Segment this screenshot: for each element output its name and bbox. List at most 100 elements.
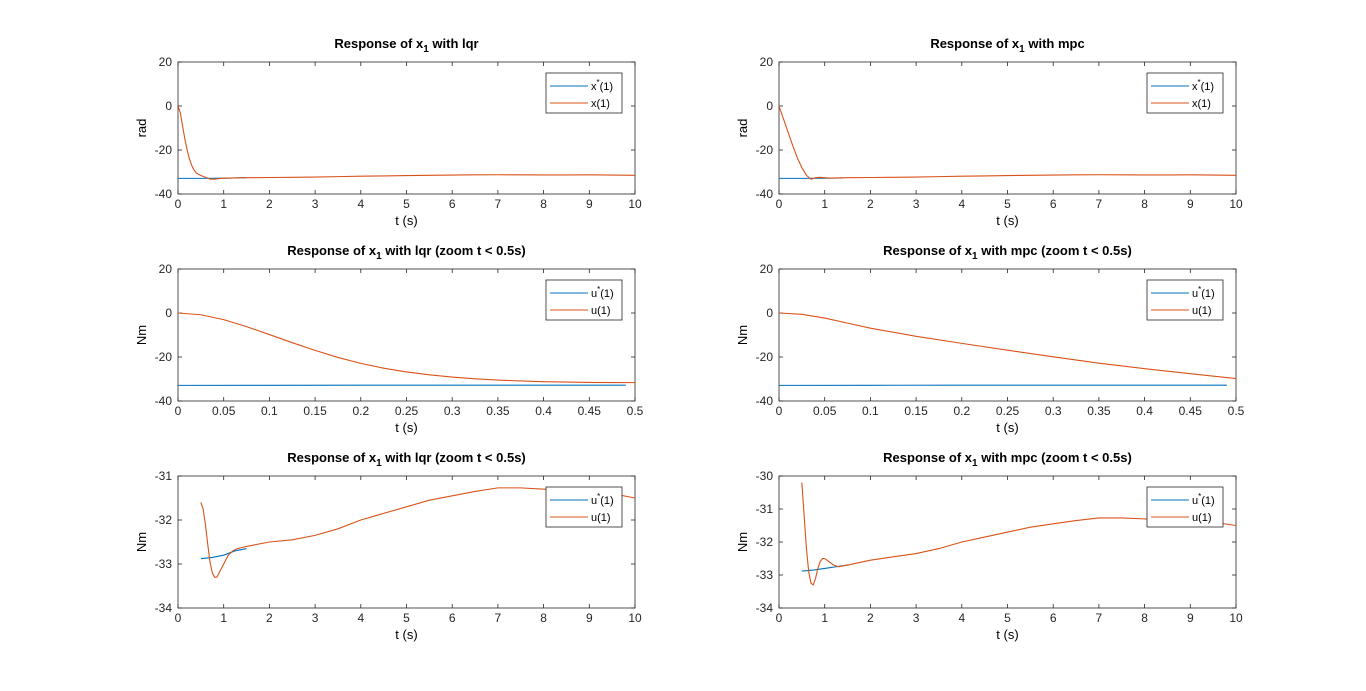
x-tick-label: 8: [540, 611, 547, 625]
legend: x*(1) x(1): [545, 72, 623, 114]
chart-panel-5: 0 1 2 3 4 5 6 7 8 9 10 -31 -32 -33 -34 Response of x1 w…: [134, 450, 642, 642]
x-tick-label: 0.25: [395, 404, 419, 418]
x-tick-label: 4: [357, 197, 364, 211]
x-tick-label: 5: [403, 611, 410, 625]
y-tick-label: -30: [756, 469, 774, 483]
chart-title: Response of x1 with mpc: [930, 36, 1084, 55]
legend-entry: x*(1): [1192, 78, 1214, 93]
legend-entry: u*(1): [591, 492, 614, 507]
x-tick-label: 2: [867, 611, 874, 625]
chart-title: Response of x1 with lqr (zoom t < 0.5s): [287, 243, 526, 262]
x-axis-label: t (s): [395, 213, 417, 228]
x-axis-label: t (s): [996, 420, 1018, 435]
x-tick-label: 0.05: [212, 404, 236, 418]
series-line-actual: [779, 105, 1236, 180]
x-tick-label: 0.5: [1228, 404, 1245, 418]
x-tick-label: 4: [357, 611, 364, 625]
x-tick-label: 0.5: [627, 404, 644, 418]
chart-panel-1: 0 1 2 3 4 5 6 7 8 9 10 20 0 -20 -40 Response of x1 with…: [134, 36, 642, 228]
chart-panel-3: 0 0.05 0.1 0.15 0.2 0.25 0.3 0.35 0.4 0.45 0.5200-…: [134, 243, 644, 435]
x-tick-label: 5: [1004, 197, 1011, 211]
chart-title: Response of x1 with lqr (zoom t < 0.5s): [287, 450, 526, 469]
chart-panel-6: 0 1 2 3 4 5 6 7 8 9 10 -30 -31 -32 -33 -34 Response of x…: [735, 450, 1243, 642]
series-line-actual: [178, 312, 635, 384]
y-tick-label: -34: [155, 601, 173, 615]
legend-entry: x(1): [591, 98, 610, 110]
legend-box: [545, 72, 623, 114]
y-tick-label: 20: [159, 262, 173, 276]
x-tick-label: 0.05: [813, 404, 837, 418]
y-tick-label: -20: [756, 143, 774, 157]
y-axis-label: rad: [735, 119, 750, 138]
x-tick-label: 6: [449, 197, 456, 211]
x-tick-label: 0.4: [1136, 404, 1153, 418]
x-tick-label: 10: [1229, 611, 1243, 625]
series-line-actual: [178, 105, 635, 180]
x-tick-label: 1: [821, 611, 828, 625]
legend: u*(1) u(1): [545, 279, 623, 321]
x-tick-label: 0.45: [578, 404, 602, 418]
x-tick-label: 0.35: [1087, 404, 1111, 418]
x-tick-label: 0: [776, 197, 783, 211]
x-tick-label: 7: [1096, 611, 1103, 625]
y-tick-label: -31: [155, 469, 173, 483]
y-axis-label: rad: [134, 119, 149, 138]
y-tick-label: -20: [155, 350, 173, 364]
x-tick-label: 0.45: [1179, 404, 1203, 418]
y-tick-label: -40: [155, 394, 173, 408]
legend-entry: u(1): [591, 512, 611, 524]
x-tick-label: 0.4: [535, 404, 552, 418]
y-tick-label: 0: [165, 306, 172, 320]
x-tick-label: 4: [958, 611, 965, 625]
x-tick-label: 8: [540, 197, 547, 211]
x-tick-label: 9: [1187, 197, 1194, 211]
y-tick-label: -20: [155, 143, 173, 157]
x-tick-label: 6: [1050, 197, 1057, 211]
legend-box: [1146, 72, 1224, 114]
chart-title: Response of x1 with mpc (zoom t < 0.5s): [883, 450, 1132, 469]
y-tick-label: 20: [760, 262, 774, 276]
chart-title: Response of x1 with mpc (zoom t < 0.5s): [883, 243, 1132, 262]
x-tick-label: 0: [175, 404, 182, 418]
x-axis-label: t (s): [395, 627, 417, 642]
y-tick-label: -40: [155, 187, 173, 201]
y-tick-label: -40: [756, 394, 774, 408]
x-tick-label: 2: [266, 197, 273, 211]
x-tick-label: 8: [1141, 197, 1148, 211]
y-tick-label: 0: [766, 306, 773, 320]
x-tick-label: 0.25: [996, 404, 1020, 418]
x-tick-label: 1: [821, 197, 828, 211]
y-tick-label: -33: [155, 557, 173, 571]
y-tick-label: -40: [756, 187, 774, 201]
x-tick-label: 6: [1050, 611, 1057, 625]
y-tick-label: -34: [756, 601, 774, 615]
x-tick-label: 3: [312, 197, 319, 211]
x-axis-label: t (s): [395, 420, 417, 435]
x-tick-label: 5: [403, 197, 410, 211]
x-tick-label: 0: [175, 197, 182, 211]
x-tick-label: 1: [220, 611, 227, 625]
series-line-reference: [200, 548, 247, 560]
x-tick-label: 2: [867, 197, 874, 211]
x-axis-label: t (s): [996, 213, 1018, 228]
chart-panel-4: 0 0.05 0.1 0.15 0.2 0.25 0.3 0.35 0.4 0.45 0.5200-…: [735, 243, 1245, 435]
x-tick-label: 1: [220, 197, 227, 211]
legend-box: [1146, 279, 1224, 321]
series-line-actual: [779, 312, 1236, 380]
legend-box: [545, 279, 623, 321]
x-tick-label: 0.15: [904, 404, 928, 418]
chart-title: Response of x1 with lqr: [334, 36, 478, 55]
x-tick-label: 9: [586, 197, 593, 211]
y-tick-label: -31: [756, 502, 774, 516]
x-tick-label: 9: [586, 611, 593, 625]
y-axis-label: Nm: [735, 325, 750, 345]
y-tick-label: 20: [760, 55, 774, 69]
x-tick-label: 5: [1004, 611, 1011, 625]
y-tick-label: 0: [165, 99, 172, 113]
y-tick-label: -33: [756, 568, 774, 582]
legend-entry: u*(1): [591, 285, 614, 300]
x-tick-label: 6: [449, 611, 456, 625]
x-tick-label: 0.3: [444, 404, 461, 418]
x-tick-label: 0.1: [261, 404, 278, 418]
